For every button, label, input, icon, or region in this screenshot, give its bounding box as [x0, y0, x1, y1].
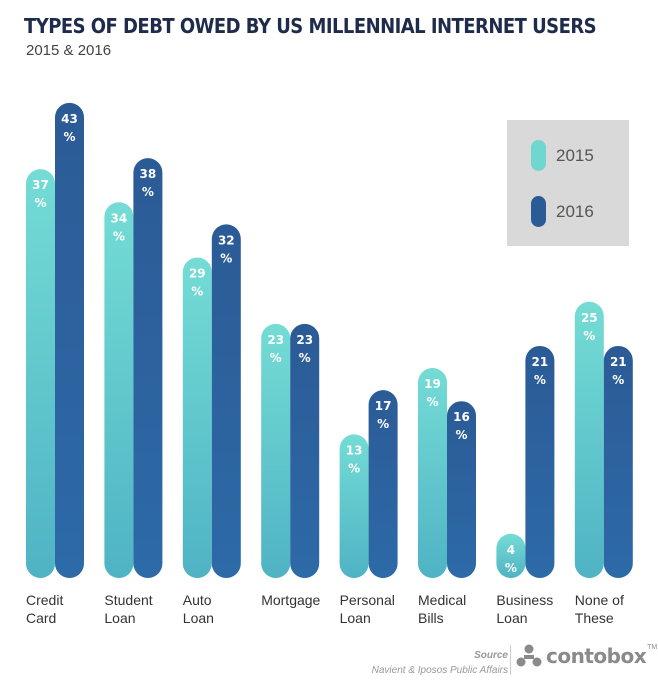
- bar-mortgage-2015: [261, 323, 291, 578]
- bar-student-loan-2016: [133, 158, 163, 578]
- logo-icon: [516, 644, 542, 667]
- footer-divider: [510, 645, 511, 675]
- contobox-logo: contobox TM: [516, 644, 657, 668]
- logo-text: contobox: [546, 644, 647, 668]
- bar-credit-card-2015: [26, 169, 55, 578]
- source-label: Source: [474, 650, 508, 661]
- bar-none-of-these-2016: [603, 345, 633, 578]
- data-label-unit-none-of-these-2015: %: [583, 329, 595, 343]
- data-label-student-loan-2016: 38: [140, 167, 157, 181]
- data-label-unit-medical-bills-2016: %: [455, 428, 467, 442]
- source-note: Source Navient & Iposos Public Affairs: [372, 648, 508, 678]
- data-label-unit-student-loan-2015: %: [113, 229, 125, 243]
- bar-medical-bills-2016: [447, 401, 476, 578]
- data-label-unit-mortgage-2016: %: [299, 351, 311, 365]
- source-text: Navient & Iposos Public Affairs: [371, 665, 508, 676]
- category-label-medical-bills: Medical Bills: [418, 592, 467, 626]
- bar-business-loan-2015: [496, 533, 526, 578]
- data-label-unit-personal-loan-2015: %: [348, 461, 360, 475]
- data-label-auto-loan-2016: 32: [218, 233, 235, 247]
- data-label-unit-auto-loan-2015: %: [191, 285, 203, 299]
- data-label-unit-personal-loan-2016: %: [377, 417, 389, 431]
- data-label-unit-credit-card-2015: %: [34, 196, 46, 210]
- legend-item-2015: 2015: [531, 140, 594, 171]
- data-label-student-loan-2015: 34: [111, 211, 128, 225]
- bar-personal-loan-2016: [368, 390, 398, 578]
- data-label-medical-bills-2015: 19: [424, 377, 441, 391]
- bar-auto-loan-2016: [211, 224, 241, 578]
- chart-title: TYPES OF DEBT OWED BY US MILLENNIAL INTE…: [24, 14, 597, 38]
- category-label-auto-loan: Auto Loan: [182, 592, 214, 626]
- bar-credit-card-2016: [55, 102, 84, 578]
- bar-auto-loan-2015: [182, 257, 212, 578]
- data-label-personal-loan-2016: 17: [375, 399, 392, 413]
- bar-personal-loan-2015: [339, 434, 369, 578]
- legend-label-2016: 2016: [556, 201, 594, 221]
- logo-tm: TM: [647, 644, 658, 651]
- category-label-personal-loan: Personal Loan: [339, 592, 395, 626]
- data-label-unit-mortgage-2015: %: [270, 351, 282, 365]
- data-label-mortgage-2015: 23: [267, 333, 284, 347]
- bar-mortgage-2016: [290, 323, 320, 578]
- category-label-business-loan: Business Loan: [496, 592, 554, 626]
- legend-swatch-2015: [531, 140, 546, 171]
- data-label-business-loan-2015: 4: [507, 543, 515, 557]
- data-label-unit-medical-bills-2015: %: [426, 395, 438, 409]
- chart-subtitle: 2015 & 2016: [26, 42, 112, 59]
- data-label-business-loan-2016: 21: [532, 355, 549, 369]
- legend-label-2015: 2015: [556, 145, 594, 165]
- data-label-auto-loan-2015: 29: [189, 267, 206, 281]
- category-label-credit-card: Credit Card: [26, 592, 64, 626]
- bar-none-of-these-2015: [574, 301, 604, 578]
- data-label-unit-none-of-these-2016: %: [612, 373, 624, 387]
- legend-item-2016: 2016: [531, 196, 594, 227]
- data-label-unit-auto-loan-2016: %: [220, 251, 232, 265]
- bar-medical-bills-2015: [418, 368, 447, 578]
- category-label-mortgage: Mortgage: [261, 592, 321, 608]
- data-label-unit-student-loan-2016: %: [142, 185, 154, 199]
- bar-student-loan-2015: [104, 202, 134, 579]
- data-label-unit-business-loan-2015: %: [505, 561, 517, 575]
- data-label-credit-card-2016: 43: [61, 112, 78, 126]
- data-label-personal-loan-2015: 13: [346, 443, 363, 457]
- data-label-medical-bills-2016: 16: [453, 410, 470, 424]
- data-label-unit-credit-card-2016: %: [63, 130, 75, 144]
- category-label-student-loan: Student Loan: [104, 592, 153, 626]
- data-label-credit-card-2015: 37: [32, 178, 49, 192]
- data-label-mortgage-2016: 23: [296, 333, 313, 347]
- data-label-unit-business-loan-2016: %: [534, 373, 546, 387]
- data-label-none-of-these-2015: 25: [581, 311, 598, 325]
- category-label-none-of-these: None of These: [574, 592, 624, 626]
- chart-legend: 2015 2016: [507, 120, 629, 246]
- data-label-none-of-these-2016: 21: [610, 355, 627, 369]
- bar-business-loan-2016: [525, 345, 555, 578]
- legend-swatch-2016: [531, 196, 546, 227]
